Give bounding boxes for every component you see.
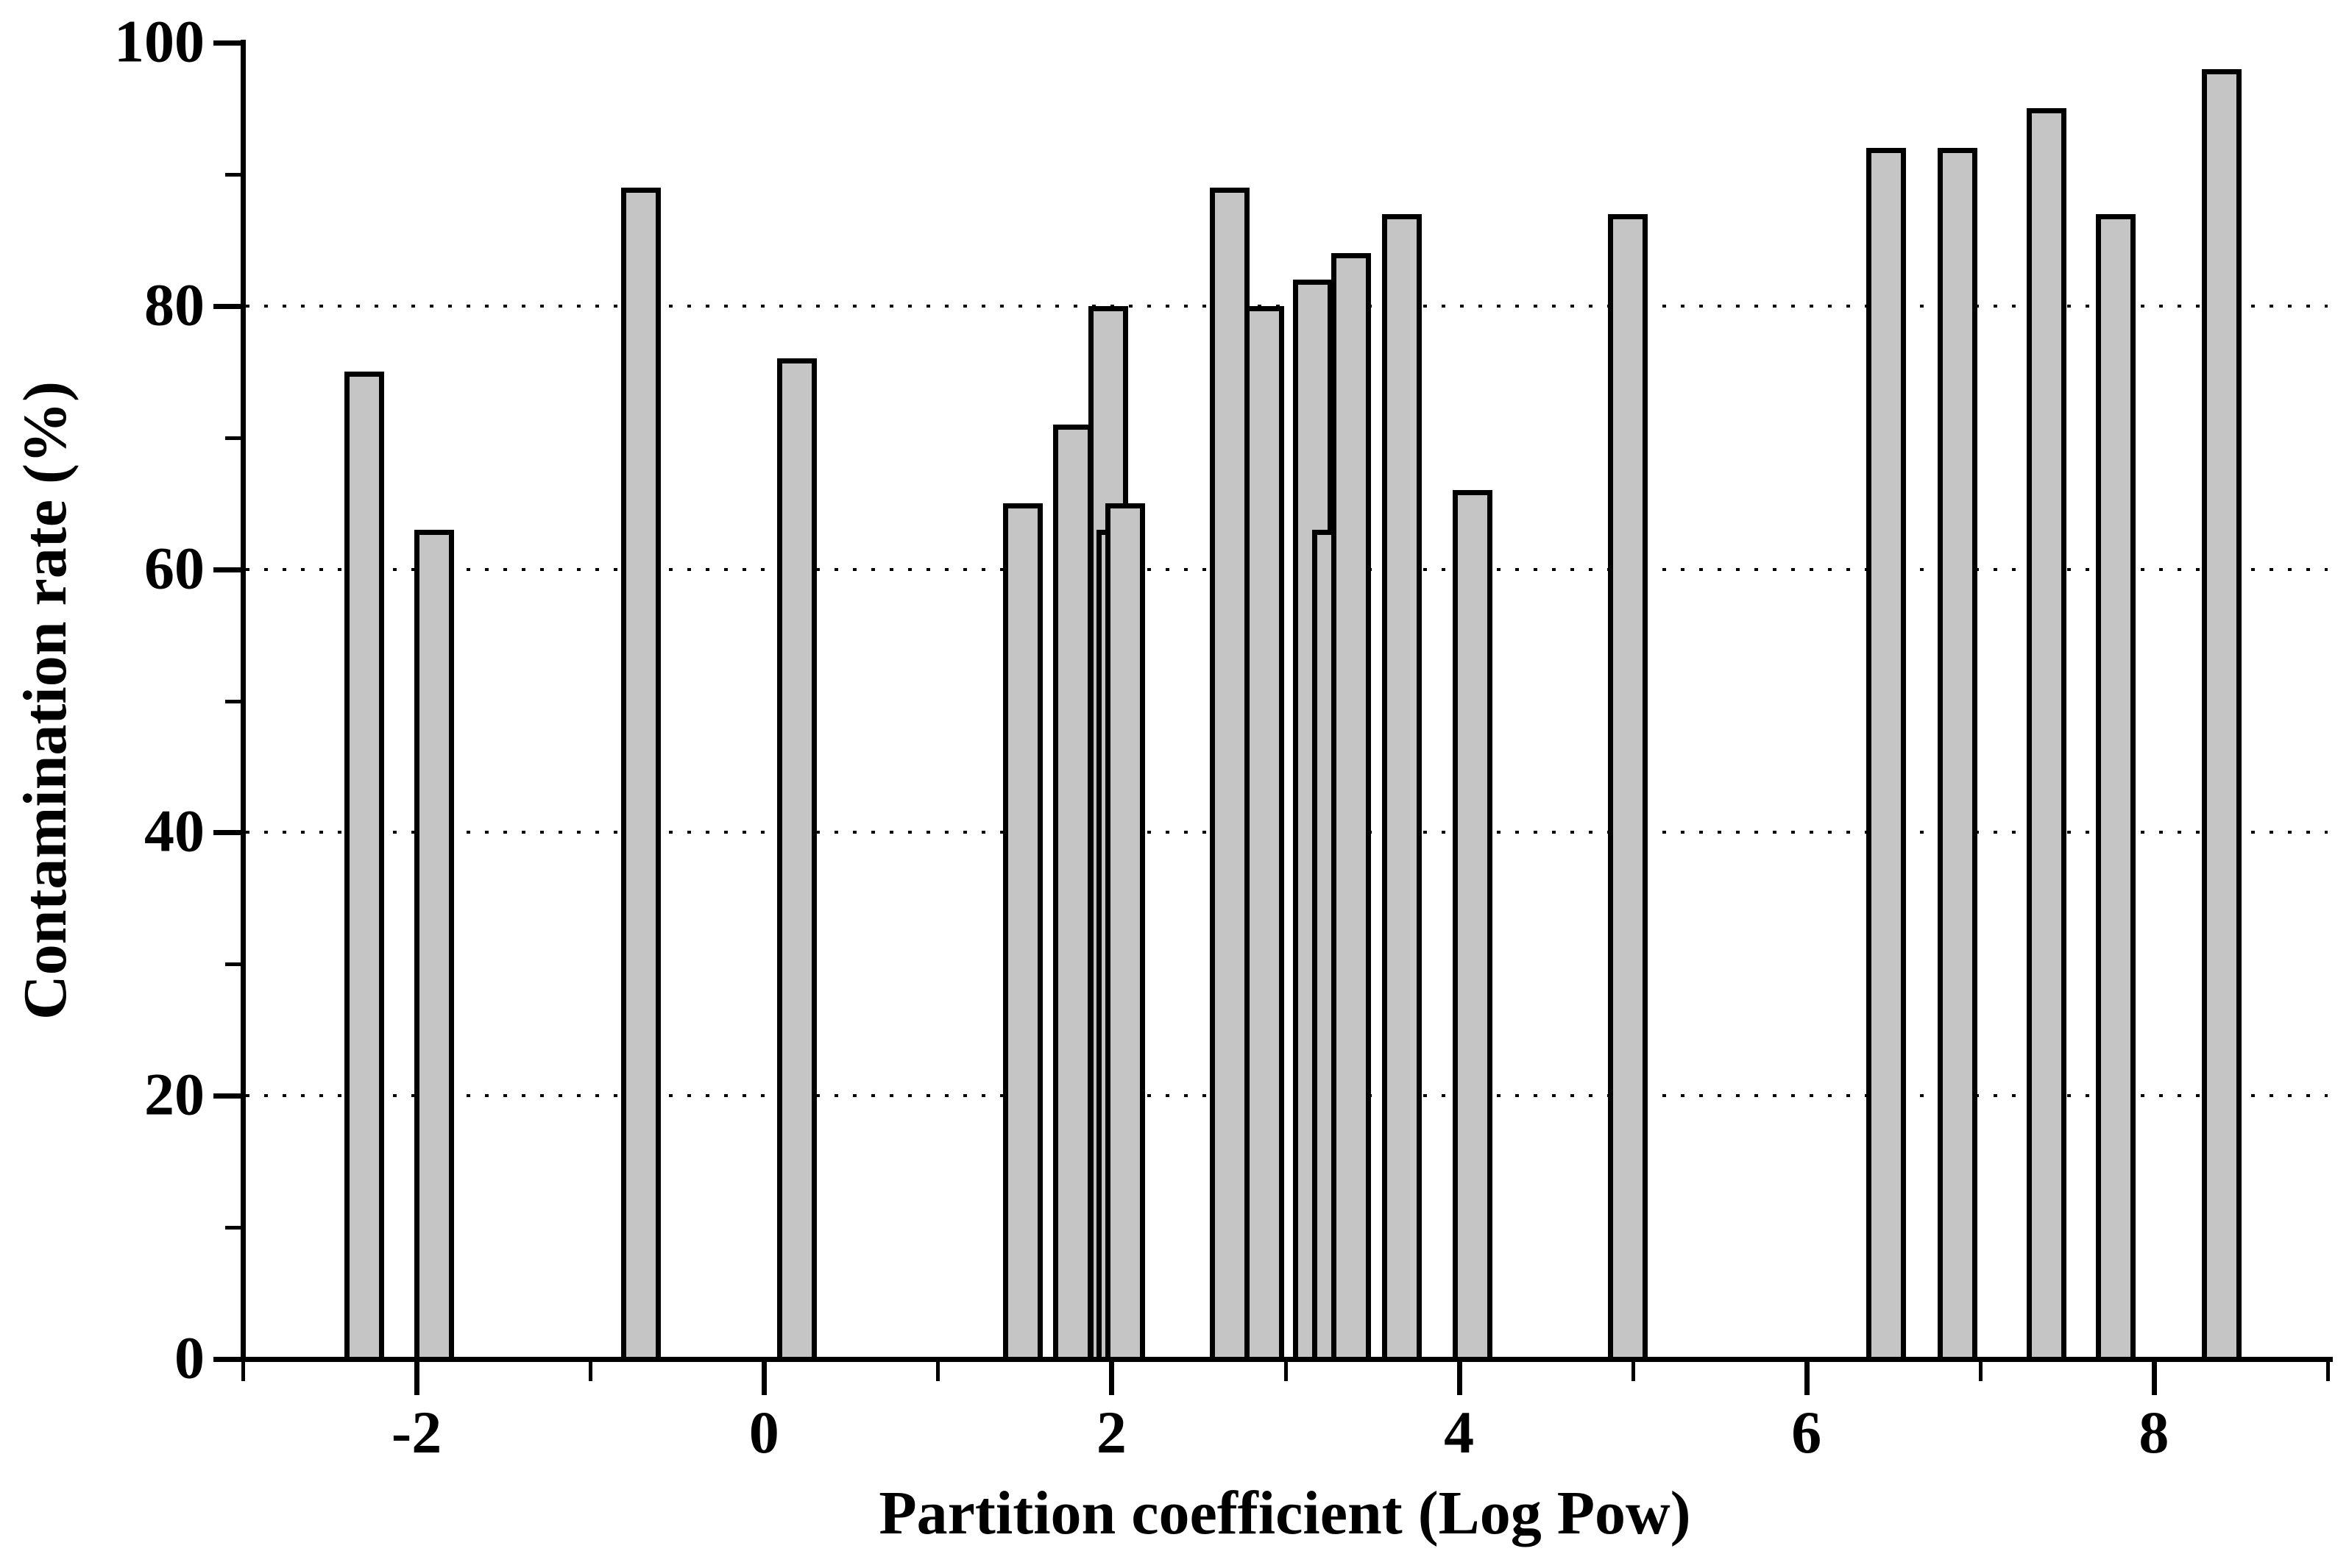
bar-logpow-6.46 (1866, 148, 1906, 1362)
bar-logpow-4.97 (1608, 214, 1648, 1362)
y-major-tick-60 (213, 567, 243, 572)
bar-logpow-1.49 (1003, 503, 1043, 1362)
y-tick-label-60: 60 (144, 533, 205, 601)
x-minor-tick-3 (1283, 1362, 1288, 1381)
y-minor-tick-70 (225, 436, 243, 440)
y-minor-tick-30 (225, 962, 243, 967)
x-major-tick-6 (1804, 1362, 1810, 1395)
x-axis-title: Partition coefficient (Log Pow) (879, 1479, 1691, 1547)
y-tick-label-80: 80 (144, 271, 205, 338)
bar-logpow--2.3 (344, 372, 384, 1362)
bar-logpow-2.88 (1244, 306, 1284, 1362)
bar-logpow-1.78 (1053, 425, 1093, 1362)
bar-logpow-3.67 (1382, 214, 1422, 1362)
x-minor-tick-5 (1631, 1362, 1635, 1381)
y-major-tick-40 (213, 830, 243, 836)
bar-logpow--1.9 (414, 530, 454, 1362)
x-major-tick-4 (1456, 1362, 1462, 1395)
y-major-tick-80 (213, 303, 243, 309)
bar-logpow-7.38 (2027, 108, 2066, 1362)
y-tick-label-0: 0 (174, 1324, 205, 1391)
x-tick-label-2: 2 (1096, 1399, 1127, 1466)
x-major-tick-0 (762, 1362, 768, 1395)
y-minor-tick-90 (225, 172, 243, 177)
x-minor-tick--1 (589, 1362, 593, 1381)
bar-logpow-7.78 (2096, 214, 2136, 1362)
bar-logpow-4.08 (1453, 490, 1492, 1362)
bar-logpow-2.68 (1210, 188, 1250, 1362)
y-tick-label-40: 40 (144, 797, 205, 865)
y-major-tick-20 (213, 1093, 243, 1099)
x-tick-label--2: -2 (391, 1399, 442, 1466)
x-tick-label-8: 8 (2139, 1399, 2169, 1466)
y-tick-label-20: 20 (144, 1060, 205, 1128)
y-axis-spine (241, 40, 246, 1362)
x-minor-tick--3 (241, 1362, 245, 1381)
gridline-y-40 (246, 831, 2328, 834)
x-tick-label-4: 4 (1444, 1399, 1475, 1466)
x-major-tick--2 (414, 1362, 420, 1395)
x-minor-tick-7 (1978, 1362, 1983, 1381)
gridline-y-60 (246, 567, 2328, 571)
y-minor-tick-10 (225, 1226, 243, 1230)
bar-logpow-3.38 (1331, 253, 1371, 1362)
x-tick-label-0: 0 (748, 1399, 779, 1466)
y-tick-label-100: 100 (114, 7, 205, 75)
y-major-tick-0 (213, 1357, 243, 1362)
gridline-y-20 (246, 1094, 2328, 1098)
x-minor-tick-1 (936, 1362, 940, 1381)
y-minor-tick-50 (225, 699, 243, 703)
y-axis-title: Contamination rate (%) (11, 381, 79, 1020)
y-major-tick-100 (213, 40, 243, 46)
bar-logpow-8.39 (2202, 69, 2242, 1362)
x-axis-spine (241, 1357, 2333, 1362)
gridline-y-80 (246, 304, 2328, 308)
bar-logpow--0.71 (621, 188, 661, 1362)
bar-logpow-2.08 (1105, 503, 1145, 1362)
x-minor-tick-9 (2326, 1362, 2330, 1381)
bar-logpow-0.19 (777, 358, 817, 1362)
x-major-tick-2 (1109, 1362, 1115, 1395)
bar-logpow-6.87 (1938, 148, 1977, 1362)
x-tick-label-6: 6 (1791, 1399, 1822, 1466)
x-major-tick-8 (2151, 1362, 2157, 1395)
